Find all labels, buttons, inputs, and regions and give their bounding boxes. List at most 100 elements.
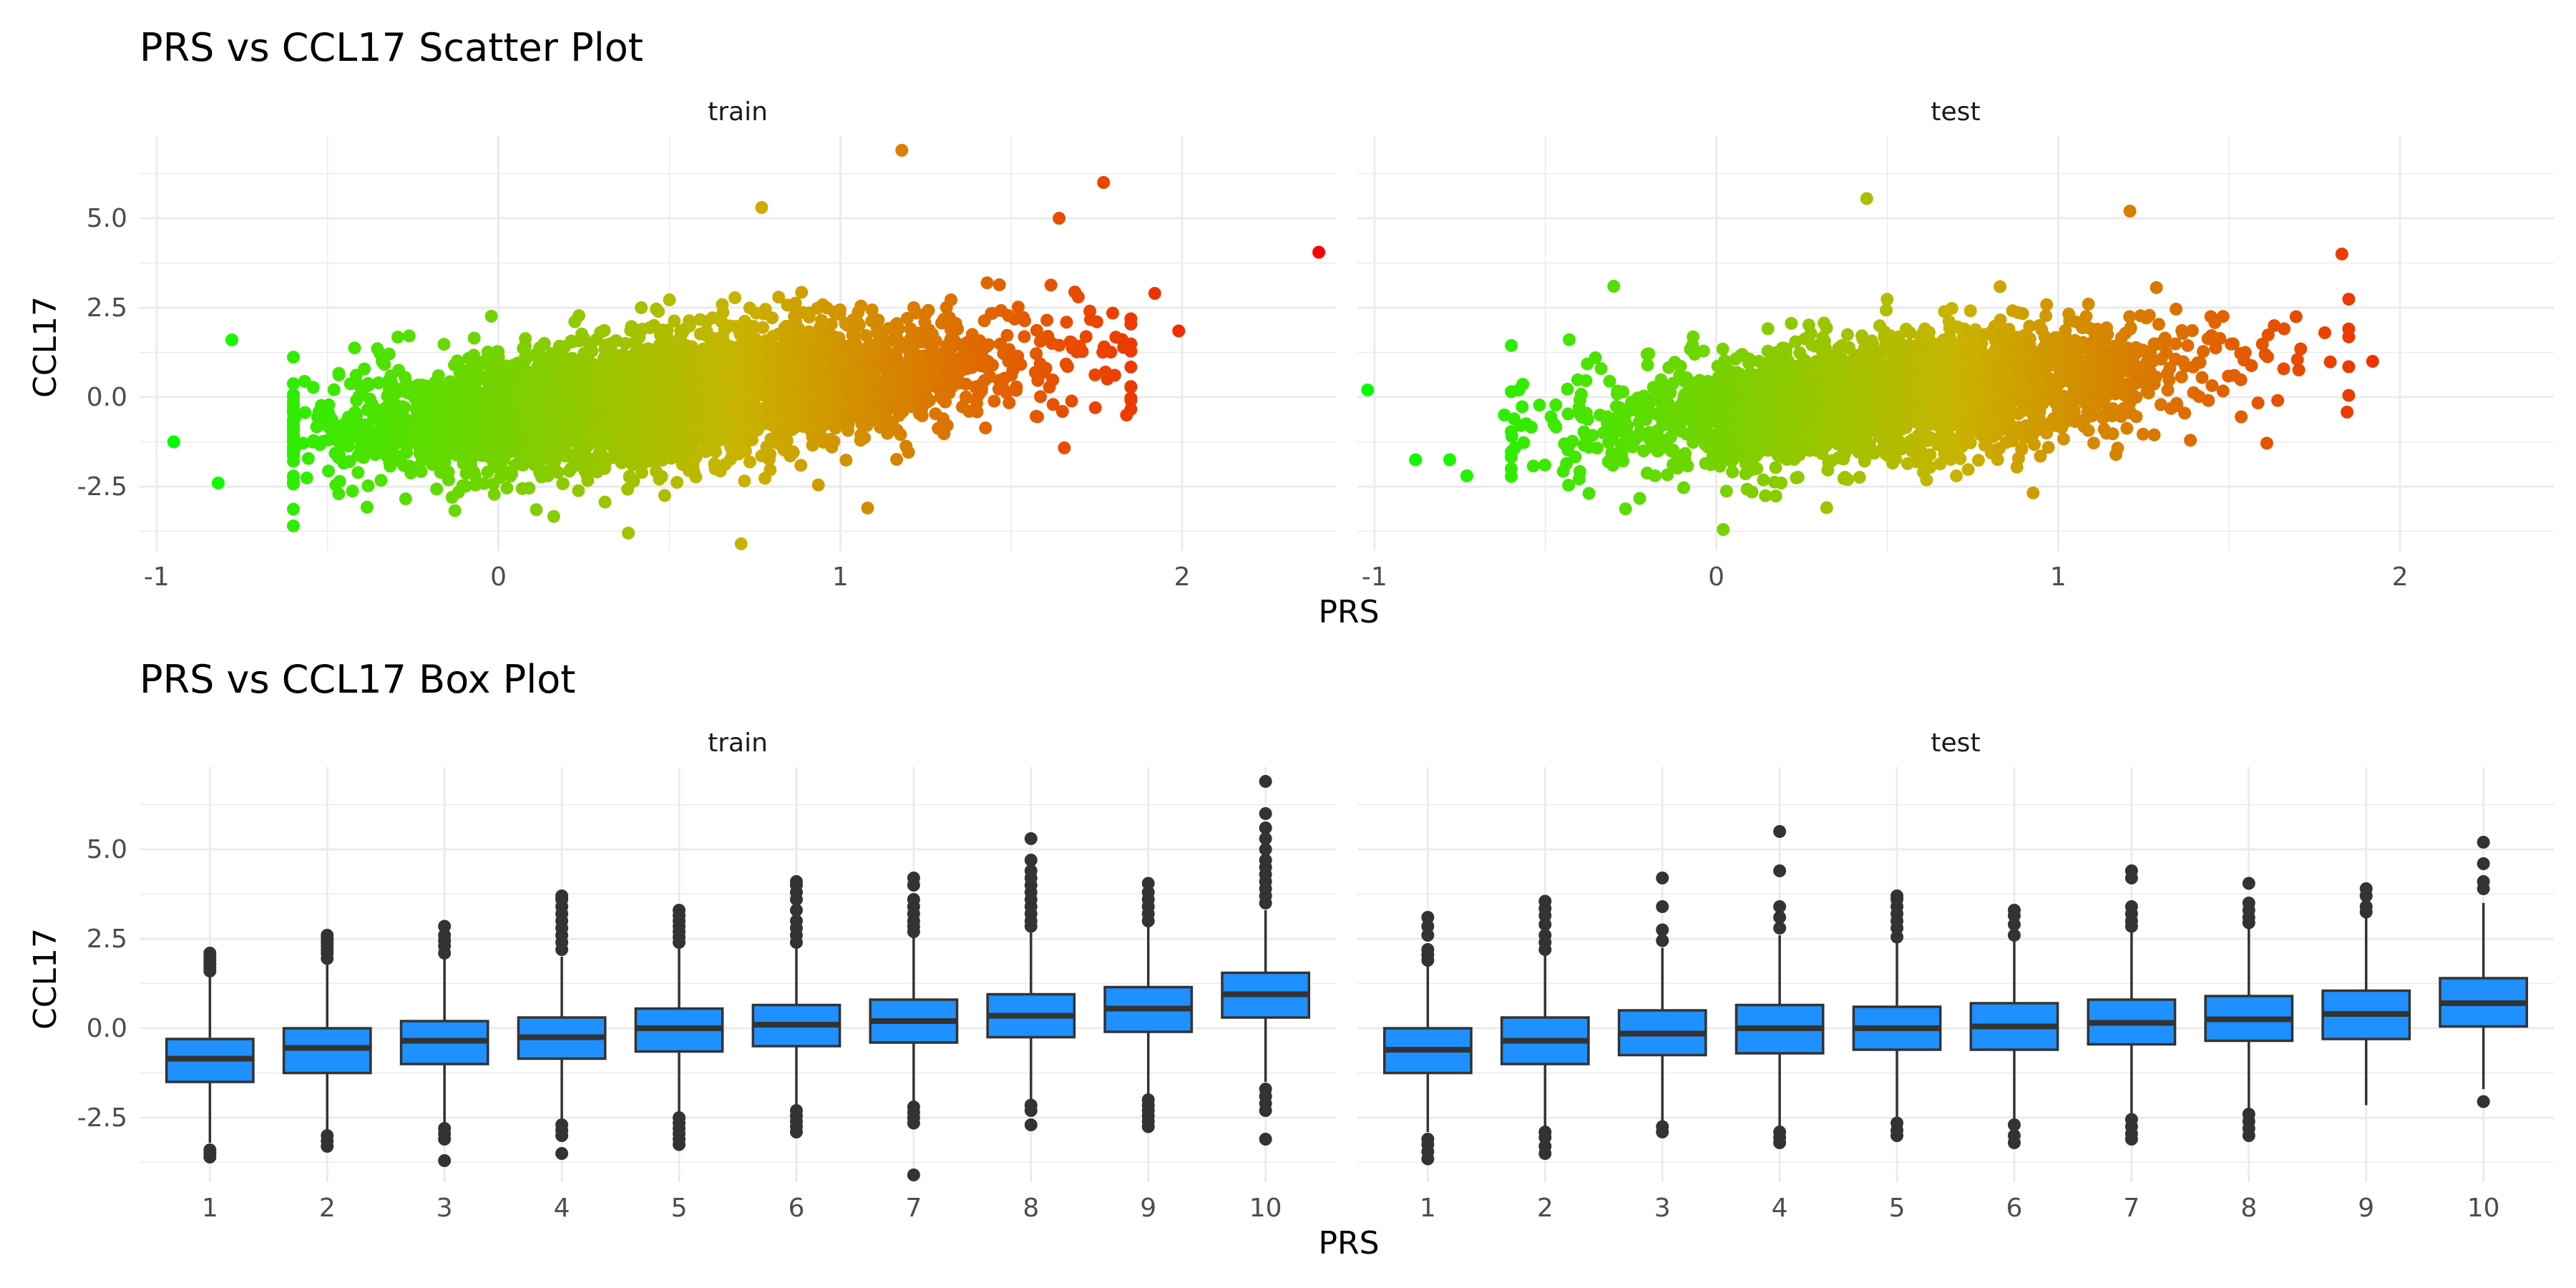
scatter-point — [327, 383, 341, 396]
scatter-point — [746, 376, 760, 390]
scatter-point — [686, 404, 700, 417]
scatter-point — [892, 409, 906, 422]
scatter-point — [1033, 357, 1047, 371]
scatter-point — [824, 318, 838, 331]
scatter-point — [670, 476, 684, 489]
scatter-y-tick-label: -2.5 — [77, 472, 127, 502]
scatter-point — [467, 348, 480, 362]
scatter-point — [374, 474, 388, 487]
scatter-point — [1005, 369, 1018, 382]
scatter-point — [594, 326, 608, 339]
scatter-point — [925, 328, 939, 341]
scatter-point — [1116, 333, 1129, 346]
scatter-point — [1124, 312, 1138, 326]
scatter-point — [585, 344, 599, 358]
scatter-point — [1124, 380, 1138, 394]
scatter-point — [1065, 394, 1078, 408]
scatter-point — [343, 455, 356, 468]
scatter-point — [897, 384, 911, 398]
scatter-point — [895, 144, 909, 157]
scatter-point — [685, 353, 698, 367]
scatter-point — [982, 338, 995, 351]
scatter-point — [437, 338, 451, 351]
scatter-point — [638, 409, 651, 422]
scatter-point — [1055, 405, 1069, 418]
scatter-point — [379, 441, 393, 454]
scatter-point — [515, 482, 529, 495]
scatter-point — [287, 377, 300, 391]
scatter-point — [2181, 338, 2195, 352]
scatter-point — [507, 358, 520, 372]
scatter-point — [399, 492, 412, 506]
scatter-point — [889, 318, 902, 332]
scatter-panel-test: test-1 0 1 2 — [1357, 97, 2554, 592]
scatter-point — [1012, 301, 1025, 314]
scatter-point — [935, 386, 949, 399]
scatter-point — [552, 370, 566, 384]
scatter-point — [691, 371, 704, 385]
scatter-point — [778, 379, 791, 392]
scatter-point — [449, 404, 463, 417]
scatter-point — [799, 402, 813, 416]
scatter-point — [721, 364, 734, 378]
scatter-point — [400, 386, 414, 399]
scatter-point — [706, 311, 719, 325]
scatter-point — [1533, 399, 1546, 412]
scatter-point — [1071, 291, 1085, 303]
scatter-point — [532, 457, 546, 471]
scatter-point — [625, 454, 639, 468]
scatter-point — [1034, 390, 1048, 404]
scatter-point — [484, 309, 498, 323]
scatter-point — [733, 444, 747, 458]
scatter-point — [476, 414, 489, 427]
scatter-point — [652, 305, 665, 318]
scatter-point — [778, 421, 791, 434]
scatter-point — [1031, 374, 1045, 387]
scatter-point — [640, 433, 654, 447]
scatter-point — [827, 434, 841, 448]
scatter-point — [582, 409, 595, 423]
scatter-points-train — [167, 144, 1326, 550]
scatter-point — [1053, 212, 1066, 225]
scatter-point — [760, 440, 774, 454]
scatter-point — [378, 358, 391, 371]
scatter-point — [690, 445, 703, 459]
scatter-point — [322, 464, 336, 478]
scatter-point — [370, 403, 384, 416]
scatter-point — [772, 291, 786, 304]
scatter-point — [587, 421, 600, 434]
scatter-point — [167, 435, 180, 449]
scatter-point — [524, 407, 537, 421]
scatter-point — [1505, 338, 1518, 352]
scatter-point — [359, 424, 373, 437]
scatter-point — [947, 334, 961, 348]
scatter-point — [1079, 330, 1093, 343]
scatter-point — [555, 390, 569, 404]
scatter-x-tick-label: 0 — [490, 562, 507, 592]
scatter-point — [624, 376, 638, 390]
scatter-point — [348, 341, 361, 355]
scatter-point — [658, 489, 671, 502]
scatter-point — [306, 381, 320, 394]
scatter-point — [716, 298, 729, 311]
scatter-point — [970, 340, 982, 353]
scatter-point — [698, 327, 711, 341]
scatter-point — [371, 342, 384, 356]
scatter-point — [821, 389, 835, 403]
scatter-point — [1040, 313, 1054, 327]
scatter-point — [923, 394, 937, 407]
scatter-point — [467, 331, 481, 345]
scatter-point — [915, 409, 929, 423]
scatter-point — [623, 471, 637, 484]
scatter-point — [960, 391, 973, 405]
scatter-point — [541, 421, 555, 434]
scatter-point — [530, 503, 543, 517]
scatter-point — [1757, 473, 1770, 487]
scatter-point — [784, 449, 797, 463]
scatter-point — [1065, 336, 1078, 349]
scatter-point — [1018, 330, 1031, 343]
scatter-point — [1075, 345, 1089, 358]
scatter-point — [1106, 306, 1119, 320]
scatter-point — [951, 322, 965, 336]
